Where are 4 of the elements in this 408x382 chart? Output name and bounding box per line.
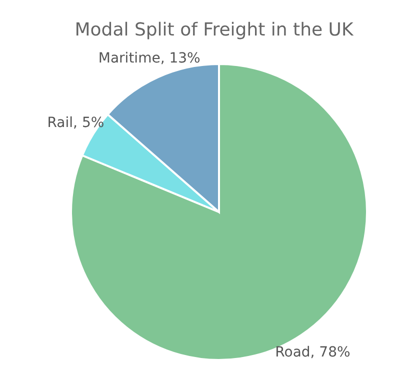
slice-label: Rail, 5% <box>47 114 104 131</box>
chart-title: Modal Split of Freight in the UK <box>74 20 354 40</box>
slice-label: Road, 78% <box>275 344 350 360</box>
slice-label: Maritime, 13% <box>98 50 200 66</box>
